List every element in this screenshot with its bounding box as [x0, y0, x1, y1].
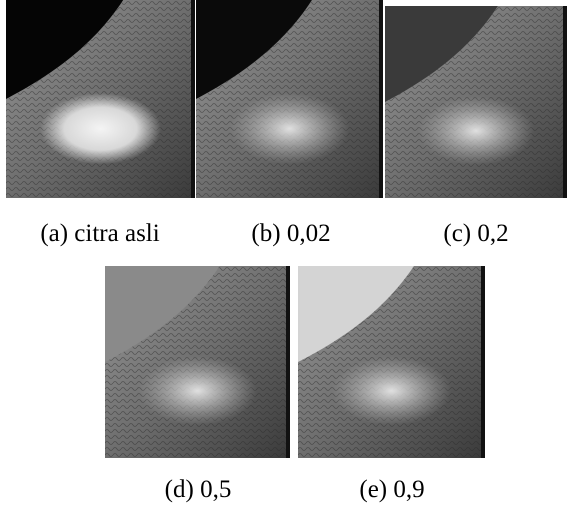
caption: (a) citra asli: [40, 220, 159, 247]
dense-region: [230, 93, 350, 164]
dense-region: [332, 356, 452, 425]
dense-region: [40, 93, 161, 164]
skin-edge: [286, 266, 290, 458]
caption: (c) 0,2: [443, 220, 508, 247]
skin-edge: [191, 0, 195, 198]
skin-edge: [563, 6, 567, 198]
caption: (b) 0,02: [251, 220, 330, 247]
mammogram-image: [6, 0, 195, 198]
mammogram-image: [298, 266, 485, 458]
caption: (d) 0,5: [165, 476, 232, 503]
skin-edge: [379, 0, 383, 198]
skin-edge: [481, 266, 485, 458]
dense-region: [138, 356, 256, 425]
mammogram-image: [385, 6, 567, 198]
figure: (a) citra asli (b) 0,02 (c) 0,2 (d) 0,5 …: [0, 0, 569, 506]
dense-region: [418, 96, 534, 165]
mammogram-image: [105, 266, 290, 458]
mammogram-image: [196, 0, 383, 198]
caption: (e) 0,9: [359, 476, 424, 503]
